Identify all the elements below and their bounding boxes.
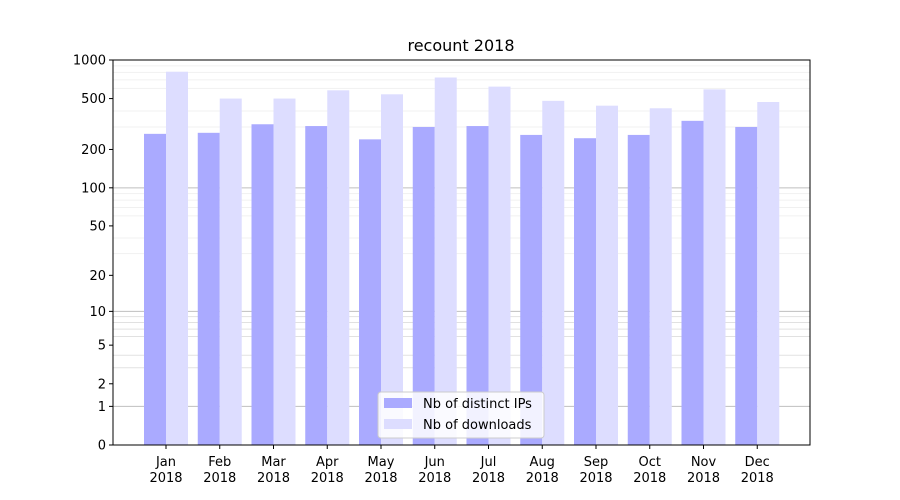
chart-title: recount 2018	[407, 36, 514, 55]
bar-downloads-oct	[649, 108, 672, 445]
y-tick-label: 500	[81, 92, 106, 107]
bar-distinct-ips-jul	[466, 126, 489, 446]
y-axis: 0 1 2 5 10 20 50 100 200 500 1000	[73, 54, 113, 454]
y-tick-label: 5	[98, 339, 106, 354]
legend-swatch-distinct-ips	[384, 398, 412, 408]
y-tick-label: 1000	[73, 54, 106, 69]
bars	[144, 71, 780, 446]
x-tick-label-month: Jul	[480, 455, 497, 470]
bar-distinct-ips-mar	[251, 124, 274, 445]
y-tick-label: 100	[81, 181, 106, 196]
legend-label-distinct-ips: Nb of distinct IPs	[423, 397, 532, 412]
bar-downloads-nov	[703, 89, 726, 446]
y-tick-label: 200	[81, 143, 106, 158]
legend-swatch-downloads	[384, 419, 412, 429]
x-tick-label-month: Apr	[316, 455, 339, 470]
bar-distinct-ips-jun	[412, 126, 435, 445]
x-tick-label-year: 2018	[579, 471, 612, 486]
x-tick-label-year: 2018	[472, 471, 505, 486]
x-tick-label-year: 2018	[418, 471, 451, 486]
bar-distinct-ips-jan	[144, 133, 166, 446]
y-tick-label: 20	[89, 269, 106, 284]
x-tick-label-month: Aug	[530, 455, 555, 470]
bar-distinct-ips-oct	[627, 134, 650, 445]
bar-downloads-feb	[219, 98, 242, 445]
x-tick-label-month: Jun	[424, 455, 445, 470]
x-tick-label-year: 2018	[203, 471, 236, 486]
bar-distinct-ips-may	[359, 139, 381, 445]
bar-downloads-jun	[434, 77, 457, 446]
bar-distinct-ips-nov	[681, 120, 704, 445]
y-tick-label: 50	[89, 219, 106, 234]
bar-downloads-dec	[757, 102, 780, 445]
x-tick-label-month: Nov	[691, 455, 717, 470]
x-tick-label-year: 2018	[257, 471, 290, 486]
x-tick-label-year: 2018	[526, 471, 559, 486]
x-tick-label-year: 2018	[741, 471, 774, 486]
bar-downloads-may	[381, 94, 403, 445]
bar-distinct-ips-aug	[520, 134, 543, 445]
x-tick-label-month: May	[368, 455, 395, 470]
bar-distinct-ips-sep	[574, 138, 596, 446]
x-tick-label-year: 2018	[311, 471, 344, 486]
x-tick-label-year: 2018	[687, 471, 720, 486]
y-tick-label: 10	[89, 305, 106, 320]
x-tick-label-year: 2018	[364, 471, 397, 486]
legend-box	[377, 391, 545, 439]
y-tick-label: 1	[98, 400, 106, 415]
y-tick-label: 2	[98, 377, 106, 392]
x-tick-label-month: Oct	[639, 455, 661, 470]
bar-distinct-ips-dec	[735, 126, 758, 445]
plot-frame	[112, 59, 811, 446]
bar-downloads-apr	[327, 90, 350, 446]
x-tick-label-month: Mar	[261, 455, 286, 470]
bar-downloads-mar	[273, 98, 296, 445]
x-tick-label-month: Feb	[208, 455, 231, 470]
legend: Nb of distinct IPs Nb of downloads	[377, 391, 545, 439]
bar-downloads-sep	[596, 105, 618, 446]
bar-distinct-ips-feb	[197, 132, 220, 445]
legend-label-downloads: Nb of downloads	[423, 418, 532, 433]
y-tick-label: 0	[98, 439, 106, 454]
bar-downloads-aug	[542, 100, 565, 445]
x-tick-label-month: Dec	[745, 455, 770, 470]
x-axis: Jan2018Feb2018Mar2018Apr2018May2018Jun20…	[149, 445, 774, 486]
bar-downloads-jan	[166, 71, 188, 445]
x-tick-label-year: 2018	[149, 471, 182, 486]
bar-downloads-jul	[488, 86, 511, 445]
x-tick-label-month: Sep	[584, 455, 609, 470]
x-tick-label-month: Jan	[155, 455, 176, 470]
bar-distinct-ips-apr	[305, 126, 328, 446]
x-tick-label-year: 2018	[633, 471, 666, 486]
